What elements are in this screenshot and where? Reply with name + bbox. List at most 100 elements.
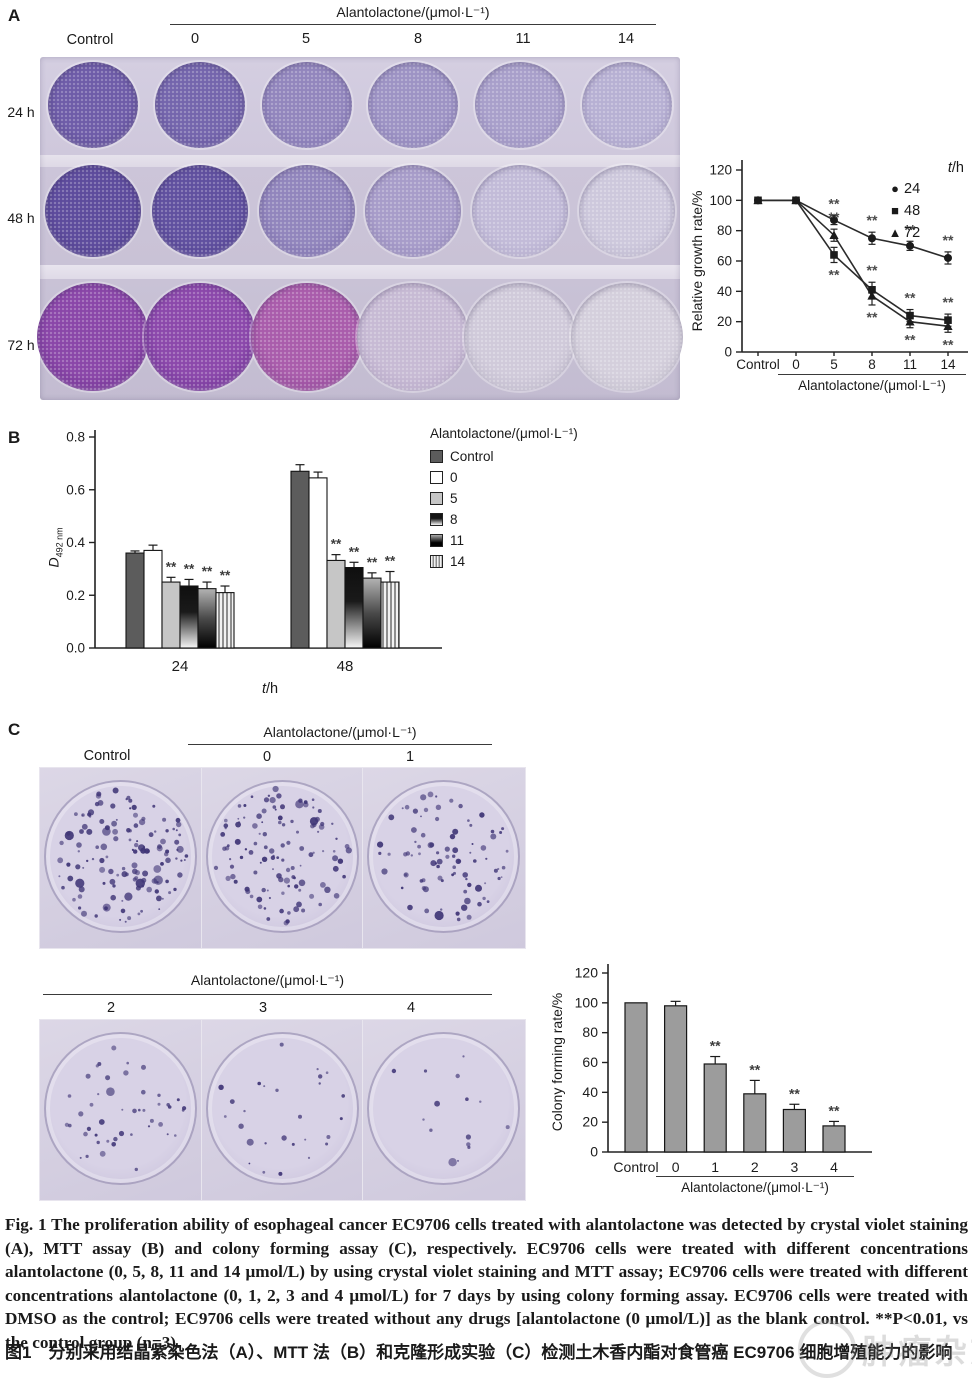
- stained-well: [578, 165, 675, 257]
- colony-chart-x-axis-title: Alantolactone/(μmol·L⁻¹): [656, 1176, 854, 1196]
- svg-text:3: 3: [791, 1159, 799, 1175]
- svg-text:5: 5: [830, 357, 838, 372]
- petri-dish: [44, 780, 197, 933]
- legend-item: 0: [430, 467, 620, 488]
- legend-swatch-icon: [430, 534, 443, 547]
- svg-text:2: 2: [751, 1159, 759, 1175]
- panel-c-bottom-dose-labels: 2 3 4: [0, 1000, 972, 1020]
- svg-text:**: **: [184, 561, 195, 576]
- colony-dishes-top-photo: [39, 767, 526, 949]
- legend-item: 14: [430, 551, 620, 572]
- legend-item-label: 0: [450, 470, 458, 485]
- mtt-chart-x-axis-label: t/h: [235, 681, 305, 697]
- petri-dish: [205, 1032, 359, 1185]
- svg-text:**: **: [166, 559, 177, 574]
- dose-label: 8: [413, 31, 423, 47]
- figure-caption-chinese: 图1 分别采用结晶紫染色法（A）、MTT 法（B）和克隆形成实验（C）检测土木香…: [5, 1343, 953, 1362]
- svg-text:**: **: [220, 568, 231, 583]
- colony-dots: [217, 1042, 345, 1176]
- series-markers: [753, 195, 953, 331]
- stained-well: [250, 283, 363, 391]
- significance-marks: ** ** ** **: [710, 1038, 840, 1119]
- colony-dots: [377, 791, 509, 922]
- axes: [741, 160, 968, 353]
- error-bars: [670, 1000, 839, 1126]
- panel-c-top-dose-axis-title: Alantolactone/(μmol·L⁻¹): [188, 722, 492, 745]
- svg-text:0: 0: [672, 1159, 680, 1175]
- legend-item: ● 24: [886, 178, 970, 200]
- ticks: 0 20 40 60 80 100 120 Control 0 1 2 3 4: [575, 965, 838, 1176]
- legend-swatch-icon: [430, 513, 443, 526]
- dose-label: 2: [106, 1000, 116, 1016]
- svg-text:**: **: [367, 555, 378, 570]
- svg-text:0.2: 0.2: [66, 588, 85, 603]
- panel-a-dose-axis-title: Alantolactone/(μmol·L⁻¹): [170, 2, 656, 25]
- legend-item-label: 48: [904, 203, 921, 219]
- legend-item-label: 72: [904, 225, 921, 241]
- svg-text:11: 11: [903, 357, 917, 372]
- stained-well: [154, 62, 245, 148]
- panel-a-label: A: [8, 6, 21, 25]
- legend-marker-icon: ▲: [888, 225, 902, 240]
- svg-text:**: **: [943, 294, 954, 310]
- svg-text:8: 8: [868, 357, 876, 372]
- timepoint-row-label: 48 h: [7, 210, 35, 226]
- stained-well: [37, 283, 150, 391]
- svg-text:**: **: [829, 209, 840, 225]
- svg-text:Control: Control: [613, 1159, 658, 1175]
- ticks: 0.0 0.2 0.4 0.6 0.8 24 48: [66, 430, 353, 676]
- svg-text:0.8: 0.8: [66, 430, 85, 445]
- dose-label: 5: [301, 31, 311, 47]
- svg-text:**: **: [829, 1102, 840, 1118]
- svg-text:4: 4: [830, 1159, 838, 1175]
- xlabel-t: t: [261, 681, 266, 697]
- legend-item: ■ 48: [886, 200, 970, 222]
- svg-text:**: **: [867, 262, 878, 278]
- stained-well: [143, 283, 256, 391]
- dose-label: 14: [617, 31, 635, 47]
- stained-well: [368, 62, 459, 148]
- colony-dots: [64, 1045, 187, 1172]
- svg-text:**: **: [331, 537, 342, 552]
- growth-legend-title: t/h: [886, 158, 970, 178]
- svg-text:**: **: [349, 544, 360, 559]
- stained-well: [463, 283, 576, 391]
- legend-item: Control: [430, 446, 620, 467]
- petri-dish: [367, 780, 521, 933]
- legend-item: 5: [430, 488, 620, 509]
- legend-item: 11: [430, 530, 620, 551]
- svg-text:100: 100: [575, 994, 599, 1010]
- bars: [125, 470, 400, 649]
- bars: [624, 1002, 846, 1153]
- colony-dish-cell: [39, 767, 203, 949]
- stained-well: [365, 165, 462, 257]
- svg-text:**: **: [905, 332, 916, 348]
- petri-dish: [44, 1032, 197, 1185]
- svg-text:20: 20: [717, 314, 732, 329]
- svg-text:48: 48: [337, 658, 354, 675]
- colony-dish-cell: [200, 767, 365, 949]
- legend-item-label: 24: [904, 181, 921, 197]
- legend-item: ▲ 72: [886, 222, 970, 244]
- colony-dish-cell: [200, 1019, 365, 1201]
- colony-dishes-bottom-photo: [39, 1019, 526, 1201]
- stained-well: [258, 165, 355, 257]
- legend-swatch-icon: [430, 471, 443, 484]
- legend-item: 8: [430, 509, 620, 530]
- svg-text:0: 0: [724, 345, 732, 360]
- svg-text:**: **: [202, 564, 213, 579]
- mtt-chart-legend: Alantolactone/(μmol·L⁻¹) Control 0 5 8 11 14: [430, 426, 620, 572]
- svg-text:80: 80: [717, 223, 732, 238]
- svg-text:0: 0: [792, 357, 800, 372]
- colony-dish-cell: [362, 767, 526, 949]
- significance-marks: ****** ******************: [829, 196, 954, 353]
- svg-text:20: 20: [582, 1114, 598, 1130]
- stained-well: [474, 62, 565, 148]
- dose-label: 4: [406, 1000, 416, 1016]
- dose-label: 3: [258, 1000, 268, 1016]
- svg-text:**: **: [385, 554, 396, 569]
- legend-swatch-icon: [430, 492, 443, 505]
- svg-text:**: **: [943, 336, 954, 352]
- mtt-legend-title: Alantolactone/(μmol·L⁻¹): [430, 426, 578, 441]
